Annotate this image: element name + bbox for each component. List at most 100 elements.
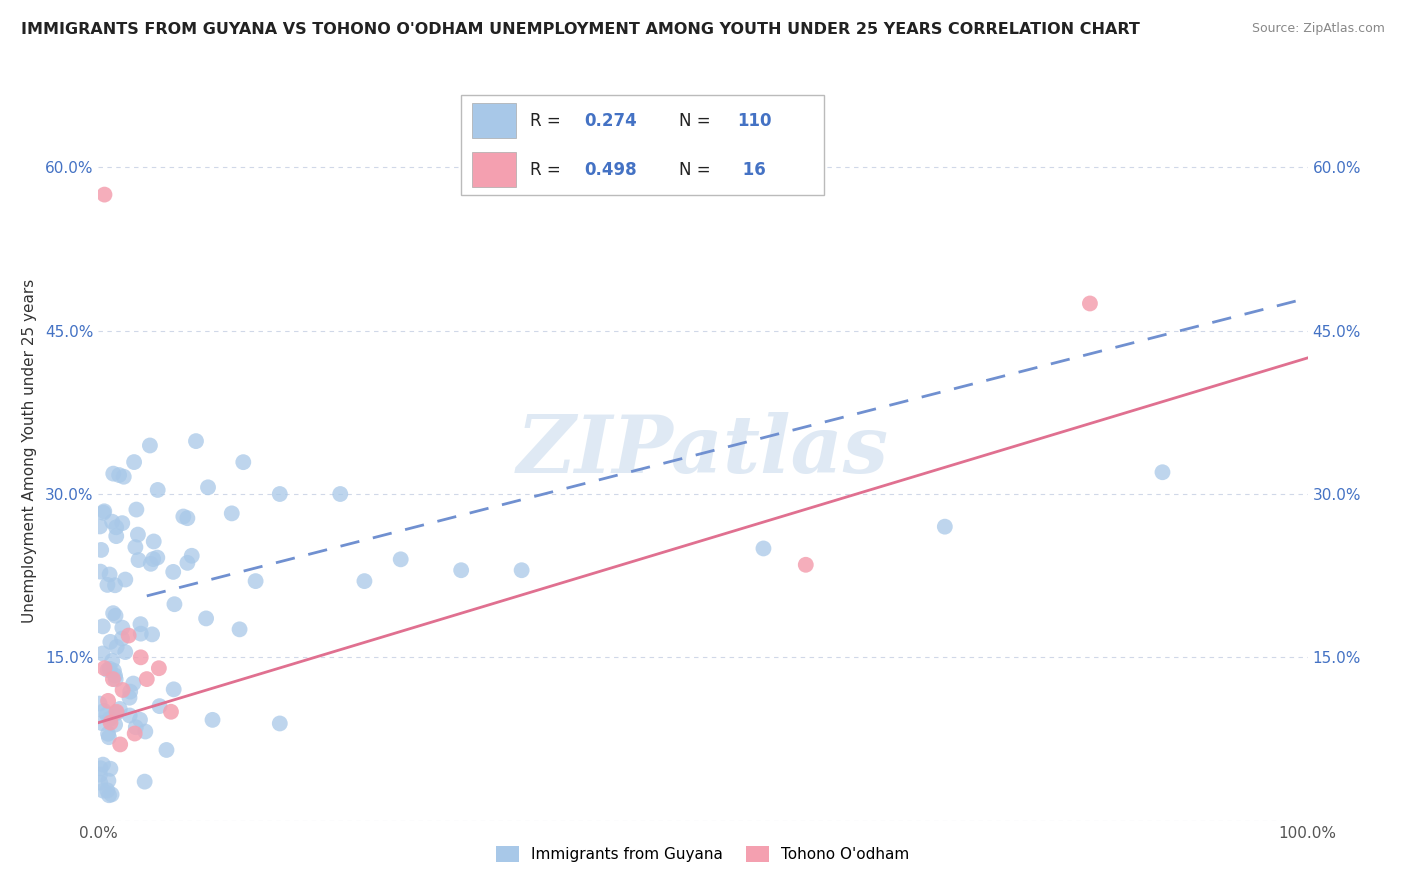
Point xyxy=(184,434,207,449)
Point xyxy=(103,467,125,481)
Text: ZIPatlas: ZIPatlas xyxy=(517,412,889,489)
Point xyxy=(104,578,127,592)
Point xyxy=(122,676,145,690)
Point xyxy=(450,563,472,577)
Point xyxy=(93,504,115,518)
Point xyxy=(114,645,136,659)
Point xyxy=(134,774,156,789)
Point xyxy=(101,654,124,668)
Point xyxy=(232,455,254,469)
Point xyxy=(180,549,202,563)
Point xyxy=(752,541,775,556)
Point xyxy=(91,647,114,661)
Point xyxy=(105,705,128,719)
Point xyxy=(118,708,141,723)
Point xyxy=(146,550,169,565)
Point xyxy=(124,726,146,740)
Point xyxy=(201,713,224,727)
Point xyxy=(120,684,142,698)
Point xyxy=(269,487,291,501)
Point xyxy=(139,557,162,571)
Point xyxy=(1078,296,1101,310)
Point xyxy=(176,556,198,570)
Point xyxy=(98,789,121,803)
Point xyxy=(105,529,128,543)
Point xyxy=(101,606,124,620)
Point xyxy=(146,483,169,497)
Point xyxy=(163,682,186,697)
Legend: Immigrants from Guyana, Tohono O'odham: Immigrants from Guyana, Tohono O'odham xyxy=(491,840,915,869)
Point xyxy=(934,519,956,533)
Point xyxy=(160,705,183,719)
Point xyxy=(228,623,250,637)
Point xyxy=(111,621,134,635)
Point xyxy=(89,519,111,533)
Point xyxy=(101,672,124,686)
Point xyxy=(135,672,157,686)
Point xyxy=(96,707,118,722)
Point xyxy=(329,487,352,501)
Point xyxy=(129,650,152,665)
Point xyxy=(269,716,291,731)
Point xyxy=(100,788,122,802)
Point xyxy=(100,762,122,776)
Point xyxy=(122,455,145,469)
Point xyxy=(155,743,177,757)
Point xyxy=(111,632,134,646)
Point xyxy=(98,567,121,582)
Point xyxy=(129,713,152,727)
Point xyxy=(105,640,128,654)
Point xyxy=(96,783,118,797)
Point xyxy=(89,775,111,789)
Point xyxy=(91,619,114,633)
Point xyxy=(134,724,156,739)
Point xyxy=(148,699,170,714)
Point xyxy=(118,690,141,705)
Point xyxy=(98,662,121,676)
Point xyxy=(97,663,120,677)
Point xyxy=(353,574,375,588)
Point xyxy=(89,697,111,711)
Point xyxy=(510,563,533,577)
Point xyxy=(148,661,170,675)
Point xyxy=(104,608,127,623)
Point xyxy=(221,507,243,521)
Point xyxy=(389,552,412,566)
Point xyxy=(93,187,115,202)
Point xyxy=(98,712,121,726)
Point xyxy=(93,704,115,718)
Point xyxy=(127,527,149,541)
Point xyxy=(245,574,267,588)
Point xyxy=(124,540,146,554)
Point xyxy=(142,534,165,549)
Point xyxy=(89,565,111,579)
Point xyxy=(176,511,198,525)
Point xyxy=(91,783,114,797)
Point xyxy=(128,553,150,567)
Point xyxy=(89,761,111,775)
Point xyxy=(129,626,152,640)
Point xyxy=(97,694,120,708)
Point xyxy=(104,668,127,682)
Point xyxy=(100,715,122,730)
Point xyxy=(105,520,128,534)
Point xyxy=(111,683,134,698)
Point xyxy=(162,565,184,579)
Point xyxy=(104,673,127,687)
Point xyxy=(114,573,136,587)
Point xyxy=(794,558,817,572)
Point xyxy=(93,506,115,520)
Point xyxy=(89,767,111,781)
Point xyxy=(141,627,163,641)
Point xyxy=(1152,465,1174,479)
Point xyxy=(104,717,127,731)
Point xyxy=(108,468,131,483)
Point xyxy=(129,617,152,632)
Point xyxy=(172,509,194,524)
Point xyxy=(105,706,128,721)
Point xyxy=(97,730,120,744)
Point xyxy=(125,502,148,516)
Point xyxy=(139,438,162,452)
Point xyxy=(90,543,112,558)
Point xyxy=(93,661,115,675)
